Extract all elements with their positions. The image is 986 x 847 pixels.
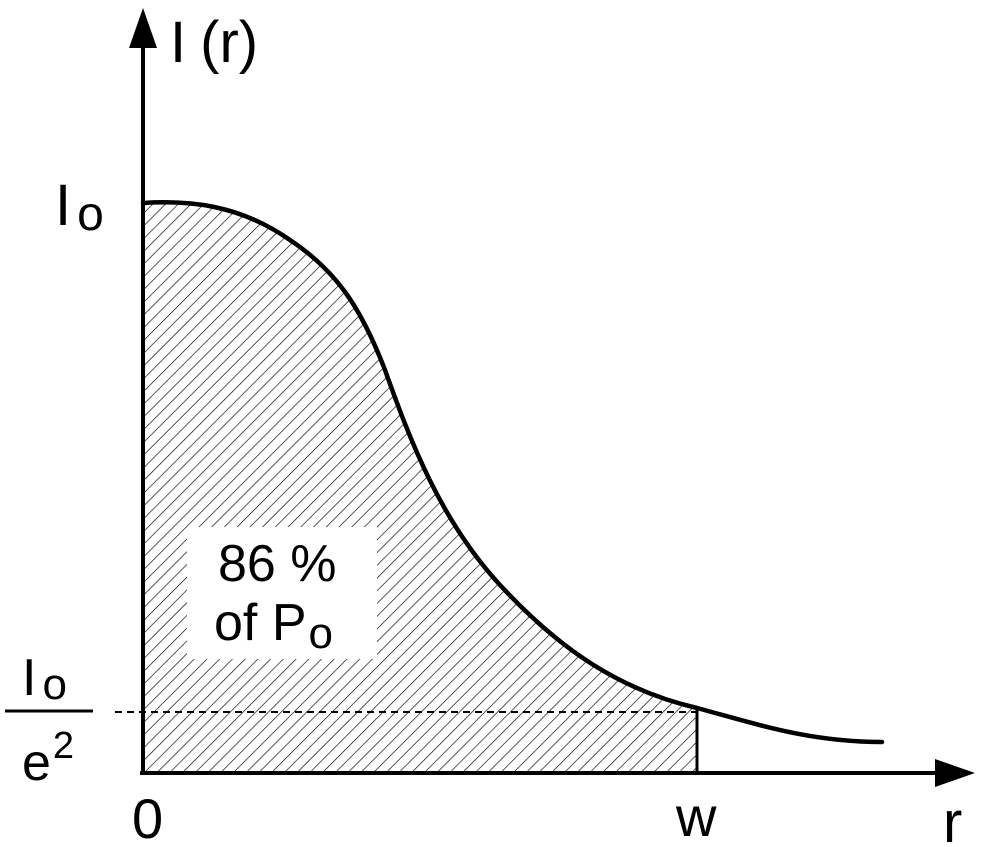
x-axis-label: r [943,790,962,847]
y-axis-arrowhead [129,8,157,48]
x-tick-origin: 0 [132,787,163,847]
annotation-percent: 86 % [218,535,337,593]
annotation-box [187,527,377,659]
y-tick-frac-denominator: e2 [22,725,74,792]
x-tick-w: w [675,785,717,847]
x-axis-arrowhead [935,759,975,787]
y-axis-label: I (r) [170,10,258,75]
annotation-power: of Po [214,594,333,658]
hatched-area [143,202,697,773]
intensity-curve [140,200,885,745]
